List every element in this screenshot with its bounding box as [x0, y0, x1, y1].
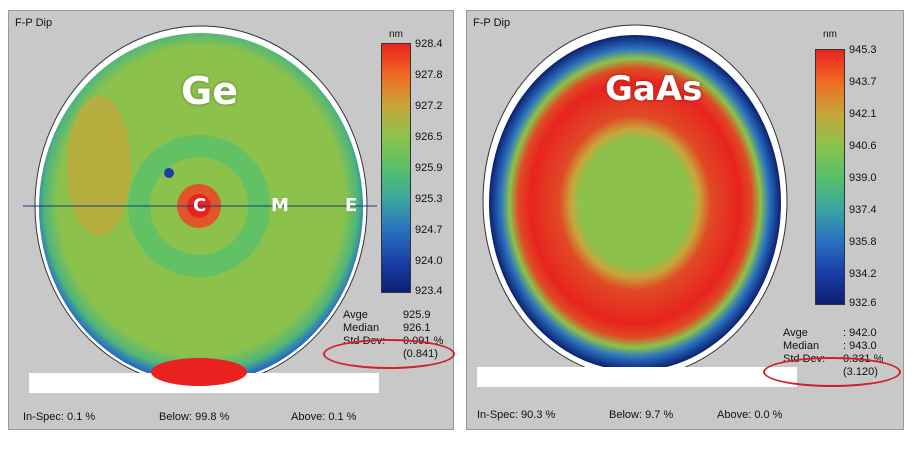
- stat-label: Median: [343, 322, 380, 334]
- ge-wafer-map-panel: F-P Dip Ge C M E nm: [8, 10, 455, 430]
- wafer-fill: [489, 35, 781, 371]
- blue-defect-dot: [164, 168, 174, 178]
- in-spec-text: In-Spec: 90.3 %: [477, 409, 556, 421]
- stat-row: Avge : 942.0: [783, 327, 883, 340]
- color-scale-bar: [381, 43, 411, 293]
- material-label-ge: Ge: [181, 69, 238, 113]
- above-text: Above: 0.0 %: [717, 409, 783, 421]
- scale-tick: 925.3: [415, 193, 443, 205]
- stat-value: 925.9: [403, 309, 431, 321]
- scale-tick: 939.0: [849, 172, 877, 184]
- std-dev-highlight: [763, 357, 901, 387]
- stat-label: Avge: [343, 309, 368, 321]
- material-label-gaas: GaAs: [605, 69, 703, 109]
- bottom-red-zone: [151, 358, 247, 386]
- panel-title: F-P Dip: [15, 17, 53, 29]
- stat-value: : 942.0: [843, 327, 877, 339]
- scale-tick: 943.7: [849, 76, 877, 88]
- stat-label: Median: [783, 340, 820, 352]
- scale-tick: 934.2: [849, 268, 877, 280]
- scale-tick: 927.2: [415, 100, 443, 112]
- panel-title: F-P Dip: [473, 17, 511, 29]
- scale-tick: 942.1: [849, 108, 877, 120]
- left-orange-patch: [67, 96, 131, 236]
- below-text: Below: 9.7 %: [609, 409, 674, 421]
- point-label-center: C: [193, 195, 207, 216]
- gaas-wafer-map: [477, 24, 797, 387]
- scale-tick: 927.8: [415, 69, 443, 81]
- point-label-middle: M: [271, 195, 289, 216]
- stat-value: 926.1: [403, 322, 431, 334]
- stat-value: : 943.0: [843, 340, 877, 352]
- scale-tick: 935.8: [849, 236, 877, 248]
- stat-label: Avge: [783, 327, 808, 339]
- stat-row: Avge 925.9: [343, 309, 443, 322]
- stat-row: Median 926.1: [343, 322, 443, 335]
- scale-tick: 940.6: [849, 140, 877, 152]
- scale-unit: nm: [823, 29, 837, 40]
- ge-wafer-map: [23, 25, 379, 393]
- stat-row: Median : 943.0: [783, 340, 883, 353]
- scale-unit: nm: [389, 29, 403, 40]
- scale-tick: 932.6: [849, 297, 877, 309]
- scale-tick: 937.4: [849, 204, 877, 216]
- scale-tick: 924.7: [415, 224, 443, 236]
- below-text: Below: 99.8 %: [159, 411, 230, 423]
- scale-tick: 923.4: [415, 285, 443, 297]
- wafer-flat: [477, 367, 797, 387]
- scale-tick: 926.5: [415, 131, 443, 143]
- scale-tick: 924.0: [415, 255, 443, 267]
- scale-tick: 928.4: [415, 38, 443, 50]
- std-dev-highlight: [323, 339, 455, 369]
- point-label-edge: E: [345, 195, 358, 216]
- scale-tick: 945.3: [849, 44, 877, 56]
- scale-tick: 925.9: [415, 162, 443, 174]
- color-scale-bar: [815, 49, 845, 305]
- above-text: Above: 0.1 %: [291, 411, 357, 423]
- gaas-wafer-map-panel: F-P Dip GaAs nm 945.3 943.7 942.1 940.6 …: [466, 10, 904, 430]
- in-spec-text: In-Spec: 0.1 %: [23, 411, 96, 423]
